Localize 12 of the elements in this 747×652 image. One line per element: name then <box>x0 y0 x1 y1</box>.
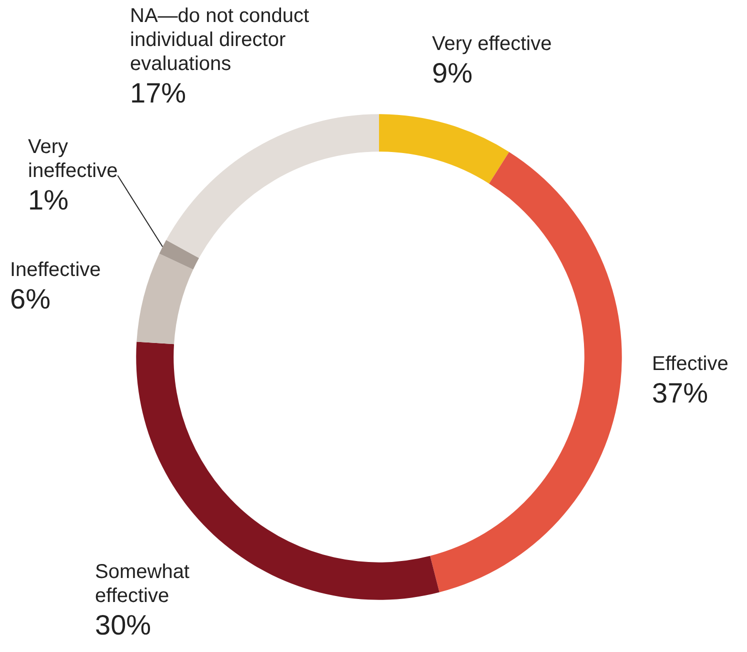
data-label: 9% <box>432 58 472 88</box>
slice-label: NA—do not conduct individual director evaluations <box>130 5 310 75</box>
slice-label: Very ineffective <box>28 136 118 182</box>
data-label: 1% <box>28 184 68 216</box>
slice-label: Effective <box>652 353 728 375</box>
slice-label: Ineffective <box>10 259 101 281</box>
data-label: 6% <box>10 284 50 314</box>
data-label: 17% <box>130 78 186 108</box>
slice-label: Very effective <box>432 33 552 55</box>
data-label: 30% <box>95 610 152 640</box>
slice-label: Somewhat effective <box>95 561 190 607</box>
data-label: 37% <box>652 378 708 408</box>
